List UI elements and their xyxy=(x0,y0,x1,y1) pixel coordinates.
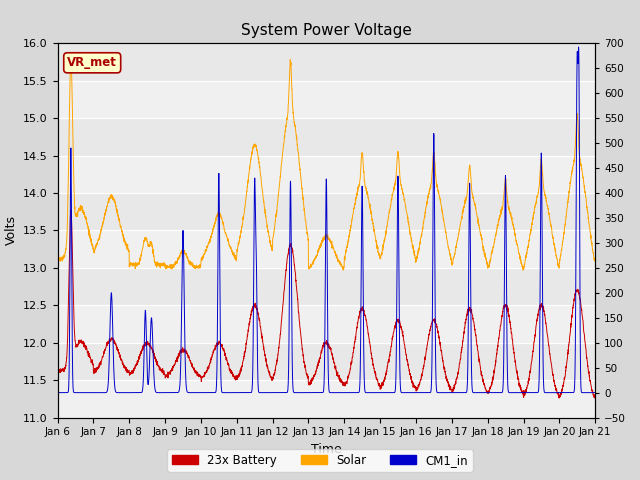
Text: VR_met: VR_met xyxy=(67,56,117,69)
Bar xyxy=(58,118,595,156)
Bar xyxy=(58,81,595,118)
X-axis label: Time: Time xyxy=(311,443,342,456)
Y-axis label: Volts: Volts xyxy=(4,216,17,245)
Bar xyxy=(58,380,595,418)
Bar xyxy=(58,343,595,380)
Bar xyxy=(58,156,595,193)
Bar xyxy=(58,230,595,268)
Legend: 23x Battery, Solar, CM1_in: 23x Battery, Solar, CM1_in xyxy=(167,449,473,472)
Title: System Power Voltage: System Power Voltage xyxy=(241,23,412,38)
Bar xyxy=(58,43,595,81)
Bar xyxy=(58,268,595,305)
Bar xyxy=(58,193,595,230)
Bar xyxy=(58,305,595,343)
